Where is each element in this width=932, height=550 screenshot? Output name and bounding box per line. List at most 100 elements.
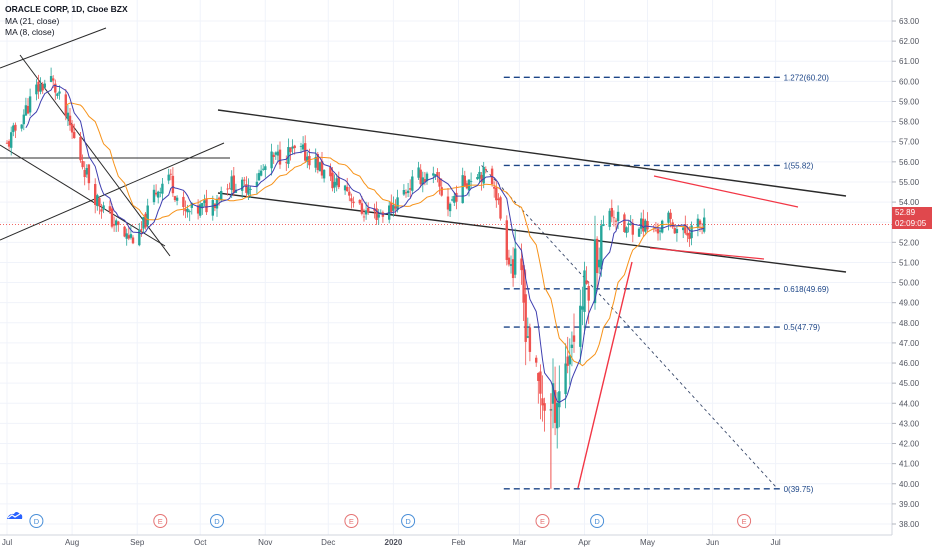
candle-body (440, 187, 443, 196)
candle-body (593, 239, 597, 304)
candle-body (623, 214, 626, 232)
time-axis[interactable]: Jul Aug Sep Oct Nov Dec 2020 Feb Mar Apr May Jun Jul (0, 534, 892, 547)
candle-body (117, 221, 120, 225)
candle-body (102, 205, 105, 210)
candle-body (654, 230, 658, 232)
event-marker-letter: D (214, 517, 220, 526)
candle-body (169, 173, 172, 175)
candle-body (87, 164, 91, 184)
candle-body (314, 156, 317, 168)
candle-body (232, 175, 235, 193)
candle-body (451, 199, 454, 201)
candle-body (379, 212, 382, 214)
candle-body (367, 207, 370, 213)
candle-body (35, 84, 38, 95)
candle-body (600, 225, 603, 270)
candle-body (553, 390, 557, 423)
candle-body (43, 83, 46, 88)
earnings-marker (737, 514, 752, 528)
candle-body (24, 105, 28, 116)
candle-body (146, 205, 149, 226)
candle-body (293, 145, 296, 149)
candle-body (499, 197, 502, 219)
price-tick-label: 44.00 (899, 399, 920, 408)
candle-body (406, 190, 410, 193)
candle-body (167, 174, 170, 181)
candle-body (511, 259, 515, 279)
candle-body (320, 160, 324, 176)
candle-body (602, 224, 605, 226)
candle-body (66, 112, 70, 120)
candle-body (497, 198, 500, 201)
price-axis[interactable]: 38.00 39.00 40.00 41.00 42.00 43.00 44.00 45.00… (891, 0, 920, 535)
candle-body (243, 179, 246, 181)
time-tick-label: Jul (770, 538, 780, 547)
candle-body (182, 196, 185, 208)
candle-body (329, 167, 332, 177)
candle-body (658, 230, 662, 232)
candle-body (608, 210, 611, 227)
candle-body (675, 229, 679, 234)
ma21-legend[interactable]: MA (21, close) (5, 15, 60, 26)
candle-body (108, 206, 112, 211)
candle-body (509, 264, 513, 266)
price-tick-label: 57.00 (899, 138, 920, 147)
price-tick-label: 63.00 (899, 17, 920, 26)
candle-body (520, 258, 523, 271)
time-tick-label: Nov (258, 538, 272, 547)
candle-body (186, 208, 189, 213)
time-tick-label: Jul (2, 538, 12, 547)
candle-body (409, 188, 412, 190)
candle-body (39, 84, 42, 92)
candle-body (159, 192, 162, 194)
candle-body (100, 209, 103, 212)
tradingview-logo-icon (7, 512, 23, 519)
candle-body (173, 196, 177, 201)
candle-body (308, 155, 311, 166)
candle-body (249, 188, 252, 190)
candle-body (94, 184, 97, 205)
candle-body (419, 169, 422, 185)
earnings-marker (344, 514, 359, 528)
candle-body (188, 211, 191, 213)
candle-body (343, 185, 347, 191)
fib-retracement[interactable]: 1.272(60.20) 1(55.82) 0.618(49.69) 0.5(47.7… (481, 73, 830, 494)
trend-lines[interactable] (0, 27, 847, 489)
candle-body (432, 173, 435, 176)
symbol-title[interactable]: ORACLE CORP, 1D, Cboe BZX (5, 4, 128, 14)
candle-body (306, 156, 309, 162)
candle-body (257, 173, 261, 181)
candle-body (255, 181, 259, 187)
candle-body (423, 178, 427, 183)
candle-body (581, 306, 584, 310)
price-tick-label: 50.00 (899, 279, 920, 288)
channel-line-bottom-left (0, 142, 225, 241)
candle-body (272, 154, 275, 157)
fib-level-label: 0.618(49.69) (784, 285, 830, 294)
candle-body (304, 143, 307, 161)
candle-body (123, 226, 126, 237)
candle-body (507, 257, 511, 265)
ma8-legend[interactable]: MA (8, close) (5, 27, 55, 37)
event-marker-letter: D (594, 517, 600, 526)
candle-body (278, 149, 282, 165)
candle-body (390, 202, 393, 213)
event-marker-letter: D (34, 517, 40, 526)
candle-body (421, 177, 424, 185)
candle-body (482, 166, 485, 184)
candle-body (215, 198, 219, 209)
price-tick-label: 46.00 (899, 359, 920, 368)
candle-body (558, 391, 561, 408)
candle-body (417, 167, 420, 178)
candle-body (696, 218, 700, 228)
candle-body (514, 248, 517, 275)
candle-body (436, 172, 439, 177)
candle-body (394, 206, 397, 209)
fib-level-label: 0.5(47.79) (784, 323, 821, 332)
price-tick-label: 56.00 (899, 158, 920, 167)
price-tick-label: 58.00 (899, 118, 920, 127)
candle-body (96, 195, 99, 207)
candle-body (22, 114, 25, 125)
